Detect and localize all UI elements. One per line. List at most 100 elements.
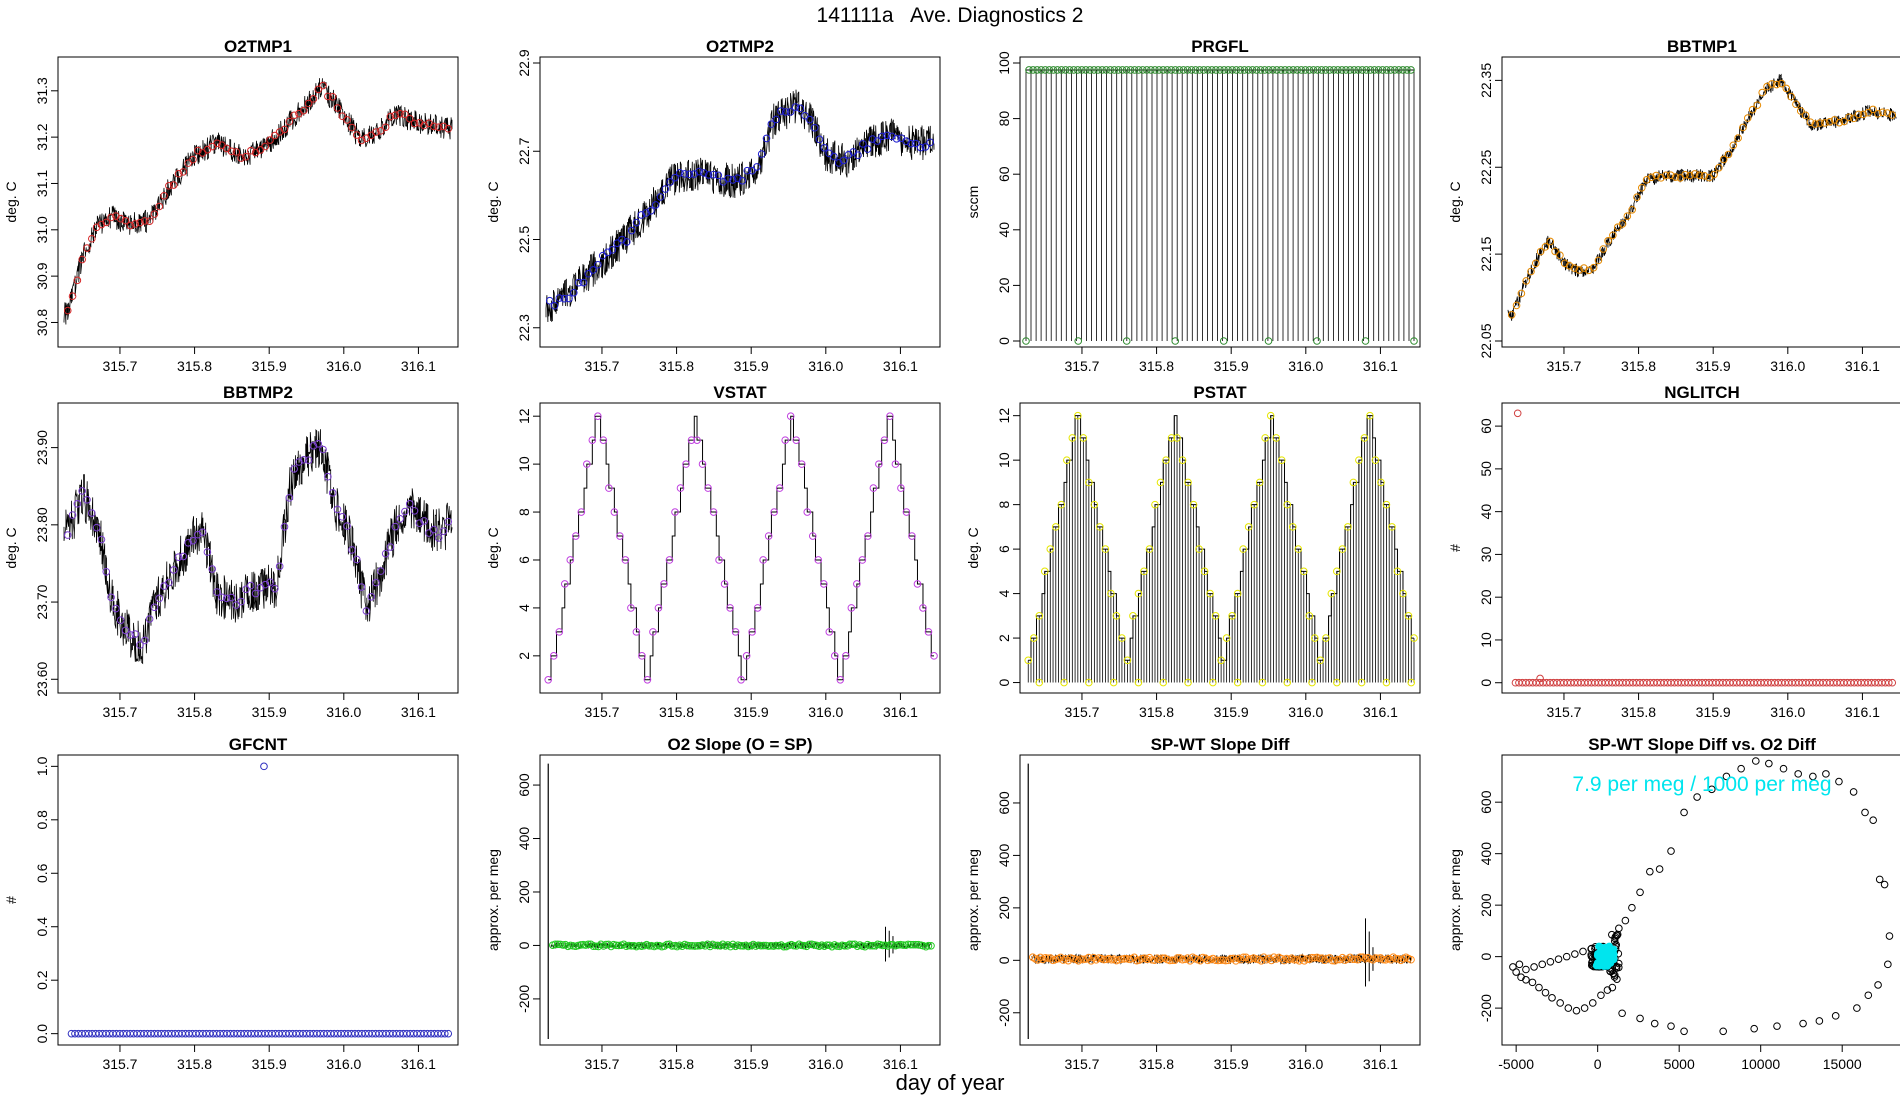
data-point <box>1535 983 1543 992</box>
data-point <box>1260 66 1269 74</box>
data-point <box>551 940 560 949</box>
y-axis-label: deg. C <box>3 181 19 222</box>
data-point <box>899 941 907 949</box>
data-point <box>348 546 356 554</box>
fit-point <box>1609 950 1618 958</box>
data-point <box>1024 656 1033 665</box>
data-point <box>1114 66 1123 74</box>
data-point <box>1357 678 1366 687</box>
data-point <box>569 942 577 950</box>
panel-vstat: VSTAT 315.7 315.8 315.9 316.0 316.1 2 4 6 8 10 12 de… <box>485 383 941 720</box>
data-point <box>1594 256 1603 265</box>
data-point <box>665 556 674 564</box>
data-point <box>131 630 139 638</box>
data-point <box>1646 867 1654 876</box>
data-point <box>1667 1022 1675 1030</box>
data-point <box>1589 263 1598 272</box>
data-point <box>743 166 752 175</box>
data-point <box>116 616 125 625</box>
data-point <box>1349 478 1358 487</box>
data-point <box>1579 947 1587 956</box>
data-point <box>880 436 889 444</box>
y-tick-label: 10 <box>516 456 532 472</box>
data-point <box>97 220 106 229</box>
data-point <box>1308 678 1316 687</box>
y-tick-label: 6 <box>996 545 1012 553</box>
y-tick-label: 0.6 <box>34 863 50 883</box>
data-point <box>213 588 221 596</box>
data-point <box>174 169 183 178</box>
data-point <box>908 532 916 540</box>
x-tick-label: 315.9 <box>252 1056 287 1072</box>
y-tick-label: 40 <box>1478 504 1494 520</box>
data-point <box>620 940 628 949</box>
data-point <box>1695 171 1704 180</box>
data-point <box>1244 66 1253 74</box>
data-point <box>647 207 655 215</box>
data-point <box>1130 66 1139 74</box>
data-point <box>731 628 740 636</box>
data-point <box>1875 875 1884 884</box>
data-point <box>1240 66 1249 74</box>
data-point <box>1377 478 1385 487</box>
data-point <box>666 178 674 186</box>
data-point <box>1061 66 1070 74</box>
data-point <box>603 248 612 257</box>
x-tick-label: 15000 <box>1823 1056 1862 1072</box>
data-point <box>1541 988 1550 997</box>
data-point <box>643 676 652 684</box>
x-tick-label: 316.1 <box>1363 1056 1398 1072</box>
plot-area <box>1509 757 1894 1036</box>
data-point <box>545 296 554 305</box>
data-point <box>1046 954 1055 962</box>
data-point <box>189 536 197 545</box>
data-point <box>285 117 294 126</box>
data-point <box>1390 66 1399 74</box>
data-point <box>1382 66 1391 74</box>
data-point <box>131 220 139 228</box>
data-point <box>660 580 668 588</box>
data-point <box>1580 1004 1589 1012</box>
plot-area <box>1027 763 1415 1039</box>
data-point <box>420 121 428 130</box>
y-tick-label: 22.9 <box>516 49 532 76</box>
data-point <box>883 131 891 140</box>
x-tick-label: 315.8 <box>659 1056 694 1072</box>
data-point <box>1301 66 1310 74</box>
data-point <box>1228 612 1236 620</box>
data-point <box>401 507 409 516</box>
data-point <box>391 111 400 119</box>
data-point <box>1548 994 1556 1002</box>
data-point <box>314 85 323 94</box>
data-point <box>1546 957 1555 966</box>
plot-frame <box>1501 754 1900 1046</box>
data-point <box>618 235 626 244</box>
y-axis-label: # <box>3 896 19 904</box>
data-point <box>441 1029 449 1038</box>
data-point <box>1035 612 1044 620</box>
y-tick-label: 23.60 <box>34 662 50 697</box>
data-point <box>1613 975 1621 983</box>
data-point <box>1888 111 1897 119</box>
data-point <box>1864 991 1873 1000</box>
data-point <box>1299 567 1308 576</box>
data-point <box>566 941 575 950</box>
data-point <box>1290 955 1299 964</box>
data-point <box>1528 978 1537 987</box>
data-point <box>1374 66 1383 74</box>
panel-o2tmp2: O2TMP2 315.7 315.8 315.9 316.0 316.1 22.3 22.5 2… <box>485 37 941 374</box>
data-point <box>1078 66 1086 74</box>
data-point <box>324 92 332 101</box>
data-point <box>1724 150 1733 159</box>
x-tick-label: 315.7 <box>584 1056 619 1072</box>
data-point <box>831 652 839 660</box>
x-tick-label: 315.8 <box>1139 358 1174 374</box>
y-tick-label: 22.25 <box>1478 150 1494 185</box>
y-axis-label: # <box>1447 544 1463 552</box>
data-point <box>742 652 751 660</box>
plot-frame <box>539 754 941 1046</box>
panel-title: PSTAT <box>1193 383 1247 402</box>
data-point <box>916 143 925 152</box>
data-point <box>1285 66 1293 74</box>
data-point <box>227 147 236 156</box>
